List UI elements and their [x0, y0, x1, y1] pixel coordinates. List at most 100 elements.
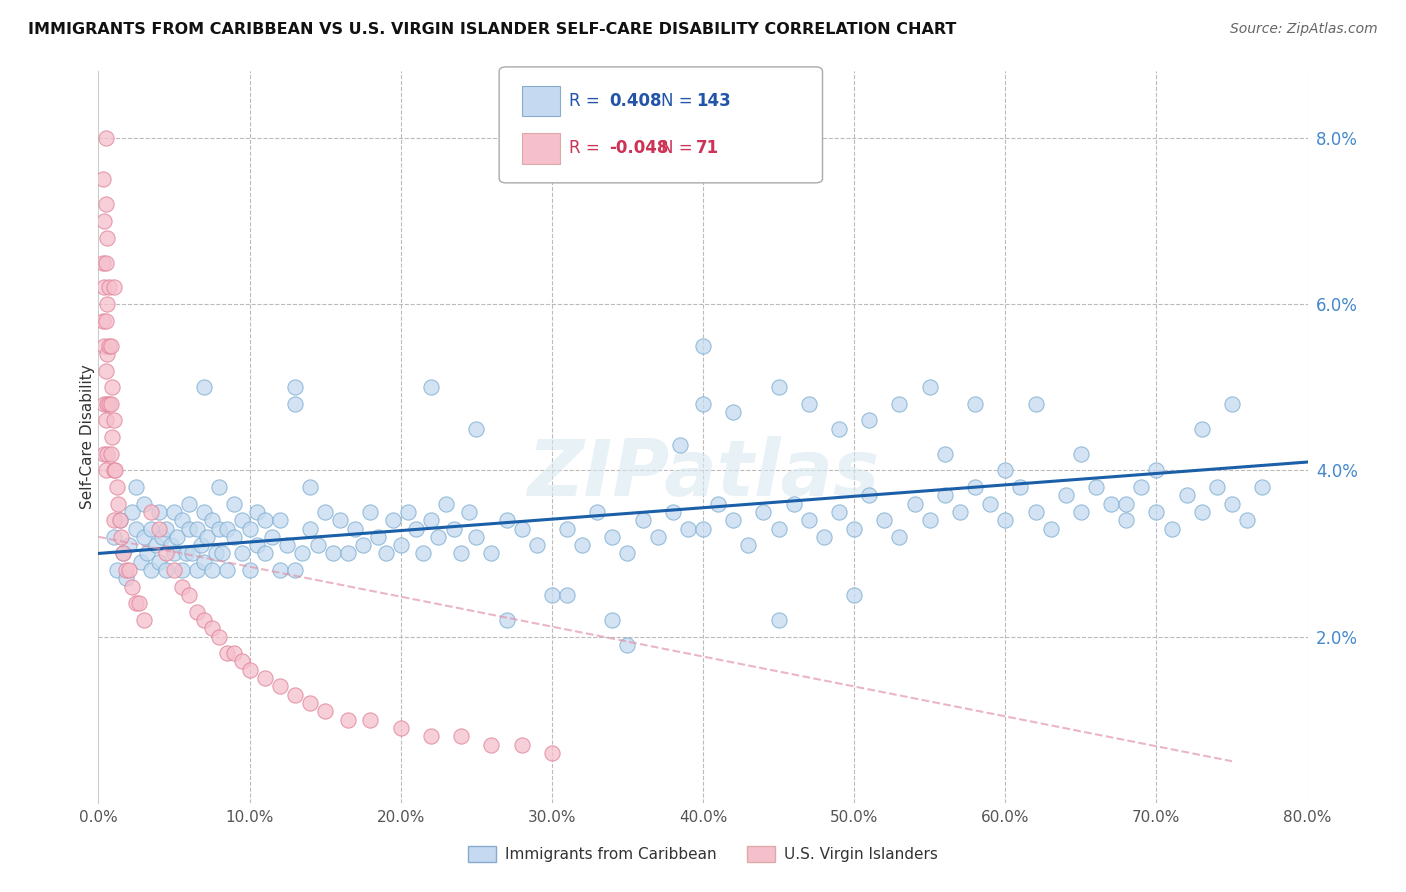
Point	[193, 555, 215, 569]
Point	[121, 580, 143, 594]
Point	[1054, 488, 1077, 502]
Point	[114, 571, 136, 585]
Y-axis label: Self-Care Disability: Self-Care Disability	[80, 365, 94, 509]
Point	[1220, 397, 1243, 411]
Point	[215, 521, 238, 535]
Point	[949, 505, 972, 519]
Point	[918, 513, 941, 527]
Point	[96, 297, 118, 311]
Point	[1251, 480, 1274, 494]
Point	[170, 563, 193, 577]
Text: 71: 71	[696, 139, 718, 157]
Point	[186, 521, 208, 535]
Point	[163, 546, 186, 560]
Point	[540, 588, 562, 602]
Point	[118, 563, 141, 577]
Point	[246, 538, 269, 552]
Point	[1085, 480, 1108, 494]
Point	[450, 729, 472, 743]
Point	[844, 588, 866, 602]
Point	[495, 613, 517, 627]
Point	[616, 546, 638, 560]
Point	[193, 505, 215, 519]
Point	[602, 530, 624, 544]
Point	[201, 513, 224, 527]
Point	[141, 505, 163, 519]
Point	[91, 255, 114, 269]
Point	[150, 530, 173, 544]
Point	[647, 530, 669, 544]
Point	[91, 314, 114, 328]
Point	[215, 646, 238, 660]
Point	[602, 613, 624, 627]
Point	[201, 563, 224, 577]
Point	[934, 488, 956, 502]
Text: ZIPatlas: ZIPatlas	[527, 435, 879, 512]
Point	[797, 397, 820, 411]
Point	[904, 497, 927, 511]
Point	[291, 546, 314, 560]
Text: R =: R =	[569, 139, 610, 157]
Point	[737, 538, 759, 552]
Point	[299, 696, 322, 710]
Point	[1160, 521, 1182, 535]
Point	[208, 630, 231, 644]
Point	[555, 521, 578, 535]
Point	[269, 513, 291, 527]
Point	[103, 413, 125, 427]
Point	[889, 530, 911, 544]
Point	[405, 521, 427, 535]
Point	[465, 422, 488, 436]
Point	[108, 513, 131, 527]
Point	[276, 538, 298, 552]
Point	[231, 513, 253, 527]
Point	[723, 513, 745, 527]
Point	[121, 505, 143, 519]
Point	[322, 546, 344, 560]
Point	[434, 497, 457, 511]
Point	[110, 530, 132, 544]
Point	[100, 338, 122, 352]
Point	[253, 513, 276, 527]
Point	[1206, 480, 1229, 494]
Point	[586, 505, 609, 519]
Point	[193, 613, 215, 627]
Point	[215, 563, 238, 577]
Point	[179, 588, 201, 602]
Point	[336, 713, 359, 727]
Point	[555, 588, 578, 602]
Point	[616, 638, 638, 652]
Text: -0.048: -0.048	[609, 139, 668, 157]
Point	[208, 480, 231, 494]
Point	[1024, 505, 1046, 519]
Point	[1191, 422, 1213, 436]
Point	[374, 546, 396, 560]
Point	[1144, 463, 1167, 477]
Text: 143: 143	[696, 93, 731, 111]
Point	[768, 521, 790, 535]
Point	[299, 521, 322, 535]
Point	[103, 280, 125, 294]
Point	[360, 713, 382, 727]
Point	[205, 546, 228, 560]
Point	[420, 380, 443, 394]
Point	[231, 546, 253, 560]
Point	[994, 463, 1017, 477]
Point	[98, 280, 121, 294]
Point	[135, 546, 157, 560]
Point	[93, 397, 115, 411]
Point	[211, 546, 233, 560]
Point	[360, 505, 382, 519]
Point	[125, 480, 148, 494]
Point	[103, 513, 125, 527]
Point	[94, 314, 117, 328]
Point	[132, 497, 155, 511]
Point	[94, 197, 117, 211]
Point	[314, 705, 336, 719]
Point	[412, 546, 434, 560]
Point	[1191, 505, 1213, 519]
Point	[231, 655, 253, 669]
Point	[155, 546, 177, 560]
Point	[155, 563, 177, 577]
Point	[148, 505, 170, 519]
